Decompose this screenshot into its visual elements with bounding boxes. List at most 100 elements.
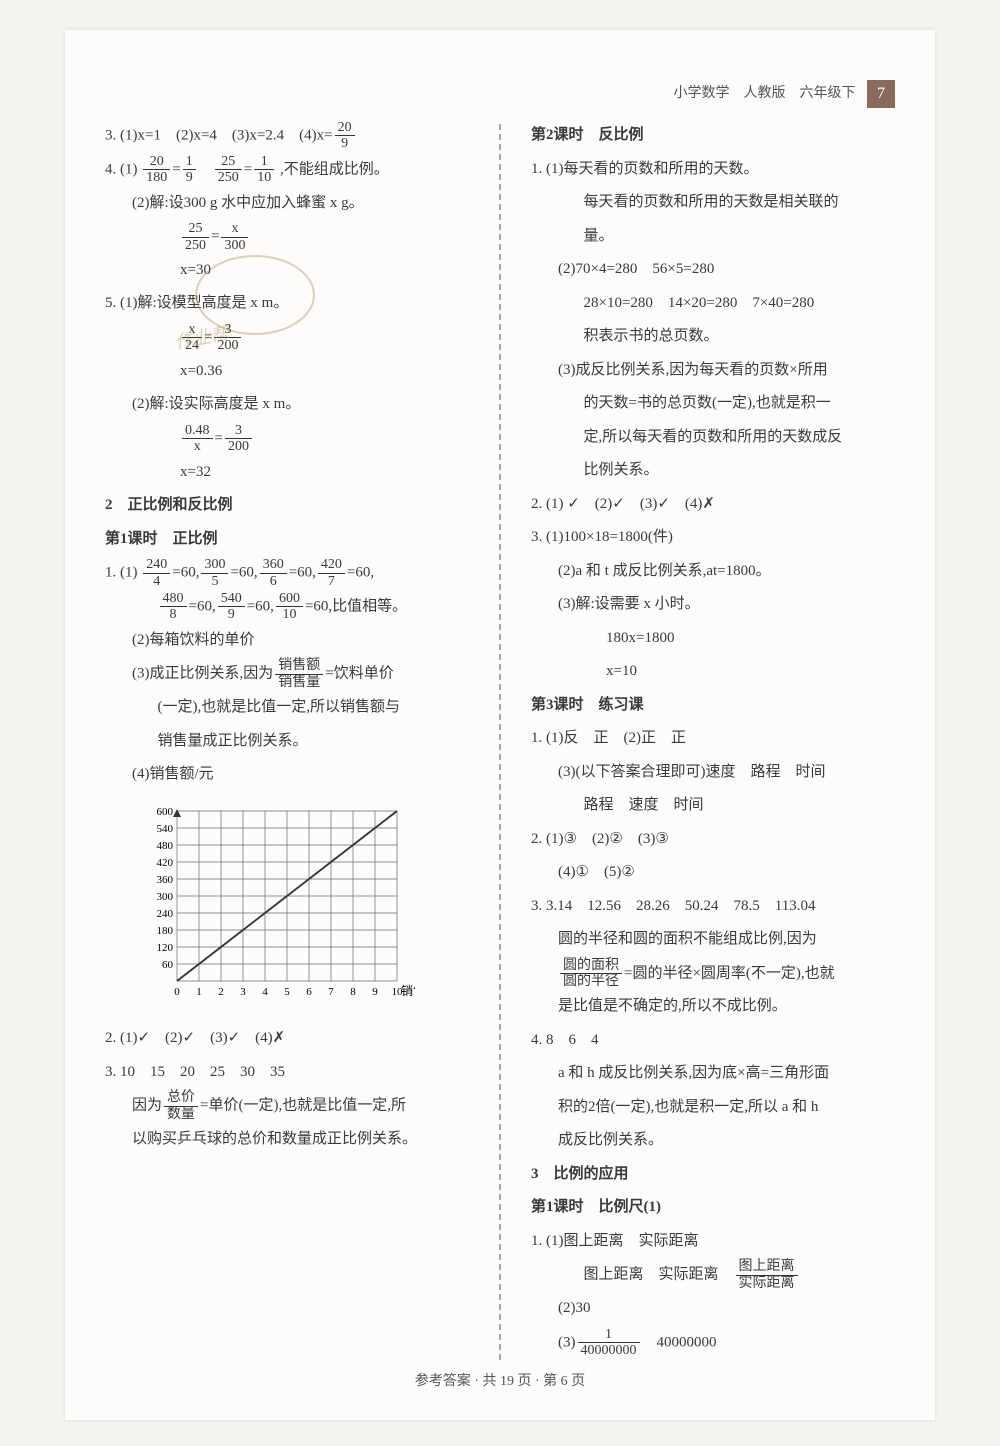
p1-3-pre: (3)成正比例关系,因为 <box>132 666 273 682</box>
f: 20180 <box>143 154 170 186</box>
p3-4a: 4. 8 6 4 <box>531 1025 895 1057</box>
p1-3-post: =饮料单价 <box>325 666 393 682</box>
s3-3: (3)140000000 40000000 <box>531 1327 895 1359</box>
p3-2b: (4)① (5)② <box>531 857 895 889</box>
s3-2: (2)30 <box>531 1293 895 1325</box>
sec3-t1: 第1课时 比例尺(1) <box>531 1192 895 1224</box>
svg-text:300: 300 <box>157 891 174 903</box>
t3: 第3课时 练习课 <box>531 690 895 722</box>
svg-text:2: 2 <box>218 986 224 998</box>
q3-frac: 209 <box>335 120 355 152</box>
r3-3c: x=10 <box>531 656 895 688</box>
sales-chart: 6005404804203603002401801206001234567891… <box>135 801 469 1014</box>
q4-1: 4. (1) 20180=19 25250=110 ,不能组成比例。 <box>105 154 469 186</box>
q5-2: (2)解:设实际高度是 x m。 <box>105 389 469 421</box>
p1-1b: 4808=60,5409=60,60010=60,比值相等。 <box>105 591 469 623</box>
p3-3d: 是比值是不确定的,所以不成比例。 <box>531 991 895 1023</box>
left-column: 作业帮 3. (1)x=1 (2)x=4 (3)x=2.4 (4)x=209 4… <box>105 120 469 1360</box>
q4-post: ,不能组成比例。 <box>280 161 389 177</box>
svg-text:360: 360 <box>157 874 174 886</box>
section-2-t1: 第1课时 正比例 <box>105 524 469 556</box>
svg-text:480: 480 <box>157 840 174 852</box>
r2: 2. (1) ✓ (2)✓ (3)✓ (4)✗ <box>531 489 895 521</box>
svg-text:销售量/箱: 销售量/箱 <box>401 983 415 998</box>
p1-1-pre: 1. (1) <box>105 564 138 580</box>
f: 110 <box>254 154 274 186</box>
s3-1a: 1. (1)图上距离 实际距离 <box>531 1226 895 1258</box>
p1-3b: (一定),也就是比值一定,所以销售额与 <box>105 692 469 724</box>
p1-3c: 销售量成正比例关系。 <box>105 726 469 758</box>
q4-2: (2)解:设300 g 水中应加入蜂蜜 x g。 <box>105 188 469 220</box>
r1-1a: 1. (1)每天看的页数和所用的天数。 <box>531 154 895 186</box>
page-header: 小学数学 人教版 六年级下 7 <box>674 80 896 108</box>
r1-3d: 比例关系。 <box>531 455 895 487</box>
column-divider <box>499 124 501 1360</box>
svg-text:5: 5 <box>284 986 290 998</box>
header-text: 小学数学 人教版 六年级下 <box>674 86 856 101</box>
r1-3b: 的天数=书的总页数(一定),也就是积一 <box>531 388 895 420</box>
page-number-badge: 7 <box>867 80 895 108</box>
p3-c: 以购买乒乓球的总价和数量成正比例关系。 <box>105 1124 469 1156</box>
p1-3: (3)成正比例关系,因为销售额销售量=饮料单价 <box>105 658 469 690</box>
p3-a: 3. 10 15 20 25 30 35 <box>105 1057 469 1089</box>
p3-1b: (3)(以下答案合理即可)速度 路程 时间 <box>531 757 895 789</box>
svg-text:9: 9 <box>372 986 378 998</box>
svg-text:120: 120 <box>157 942 174 954</box>
svg-text:240: 240 <box>157 908 174 920</box>
f: 19 <box>183 154 196 186</box>
p3-4b: a 和 h 成反比例关系,因为底×高=三角形面 <box>531 1058 895 1090</box>
r3-3a: (3)解:设需要 x 小时。 <box>531 589 895 621</box>
q5-1-r: x=0.36 <box>105 356 469 388</box>
p1-4: (4)销售额/元 <box>105 759 469 791</box>
r3-3b: 180x=1800 <box>531 623 895 655</box>
r1-2a: (2)70×4=280 56×5=280 <box>531 254 895 286</box>
p3-1c: 路程 速度 时间 <box>531 790 895 822</box>
q4-pre: 4. (1) <box>105 161 138 177</box>
r1-2b: 28×10=280 14×20=280 7×40=280 <box>531 288 895 320</box>
p1-1: 1. (1) 2404=60,3005=60,3606=60,4207=60, <box>105 557 469 589</box>
f: 25250 <box>215 154 242 186</box>
svg-text:420: 420 <box>157 857 174 869</box>
p3-4d: 成反比例关系。 <box>531 1125 895 1157</box>
svg-text:600: 600 <box>157 806 174 818</box>
p2: 2. (1)✓ (2)✓ (3)✓ (4)✗ <box>105 1023 469 1055</box>
s3-1b: 图上距离 实际距离 图上距离实际距离 <box>531 1259 895 1291</box>
right-column: 第2课时 反比例 1. (1)每天看的页数和所用的天数。 每天看的页数和所用的天… <box>531 120 895 1360</box>
svg-text:6: 6 <box>306 986 312 998</box>
svg-text:60: 60 <box>162 959 174 971</box>
r1-2c: 积表示书的总页数。 <box>531 321 895 353</box>
q4-2-eq: 25250=x300 <box>105 221 469 253</box>
r1-1b: 每天看的页数和所用的天数是相关联的 <box>531 187 895 219</box>
p3-3a: 3. 3.14 12.56 28.26 50.24 78.5 113.04 <box>531 891 895 923</box>
r1-3a: (3)成反比例关系,因为每天看的页数×所用 <box>531 355 895 387</box>
page: 小学数学 人教版 六年级下 7 作业帮 3. (1)x=1 (2)x=4 (3)… <box>65 30 935 1420</box>
r3-1: 3. (1)100×18=1800(件) <box>531 522 895 554</box>
q5-2-eq: 0.48x=3200 <box>105 423 469 455</box>
p3-3c: 圆的面积圆的半径=圆的半径×圆周率(不一定),也就 <box>531 958 895 990</box>
content-columns: 作业帮 3. (1)x=1 (2)x=4 (3)x=2.4 (4)x=209 4… <box>105 120 895 1360</box>
t2: 第2课时 反比例 <box>531 120 895 152</box>
r1-3c: 定,所以每天看的页数和所用的天数成反 <box>531 422 895 454</box>
sec3: 3 比例的应用 <box>531 1159 895 1191</box>
p3-2a: 2. (1)③ (2)② (3)③ <box>531 824 895 856</box>
r1-1c: 量。 <box>531 221 895 253</box>
q5-2-r: x=32 <box>105 457 469 489</box>
svg-text:3: 3 <box>240 986 246 998</box>
q3: 3. (1)x=1 (2)x=4 (3)x=2.4 (4)x=209 <box>105 120 469 152</box>
svg-text:540: 540 <box>157 823 174 835</box>
svg-text:1: 1 <box>196 986 202 998</box>
svg-text:180: 180 <box>157 925 174 937</box>
page-footer: 参考答案 · 共 19 页 · 第 6 页 <box>65 1370 935 1390</box>
chart-svg: 6005404804203603002401801206001234567891… <box>135 801 415 1001</box>
p1-2: (2)每箱饮料的单价 <box>105 625 469 657</box>
r3-2: (2)a 和 t 成反比例关系,at=1800。 <box>531 556 895 588</box>
section-2: 2 正比例和反比例 <box>105 490 469 522</box>
q3-text: 3. (1)x=1 (2)x=4 (3)x=2.4 (4)x= <box>105 127 333 143</box>
svg-text:0: 0 <box>174 986 180 998</box>
p3-1a: 1. (1)反 正 (2)正 正 <box>531 723 895 755</box>
svg-text:7: 7 <box>328 986 334 998</box>
svg-text:8: 8 <box>350 986 356 998</box>
svg-text:4: 4 <box>262 986 268 998</box>
p3-4c: 积的2倍(一定),也就是积一定,所以 a 和 h <box>531 1092 895 1124</box>
p3-3b: 圆的半径和圆的面积不能组成比例,因为 <box>531 924 895 956</box>
